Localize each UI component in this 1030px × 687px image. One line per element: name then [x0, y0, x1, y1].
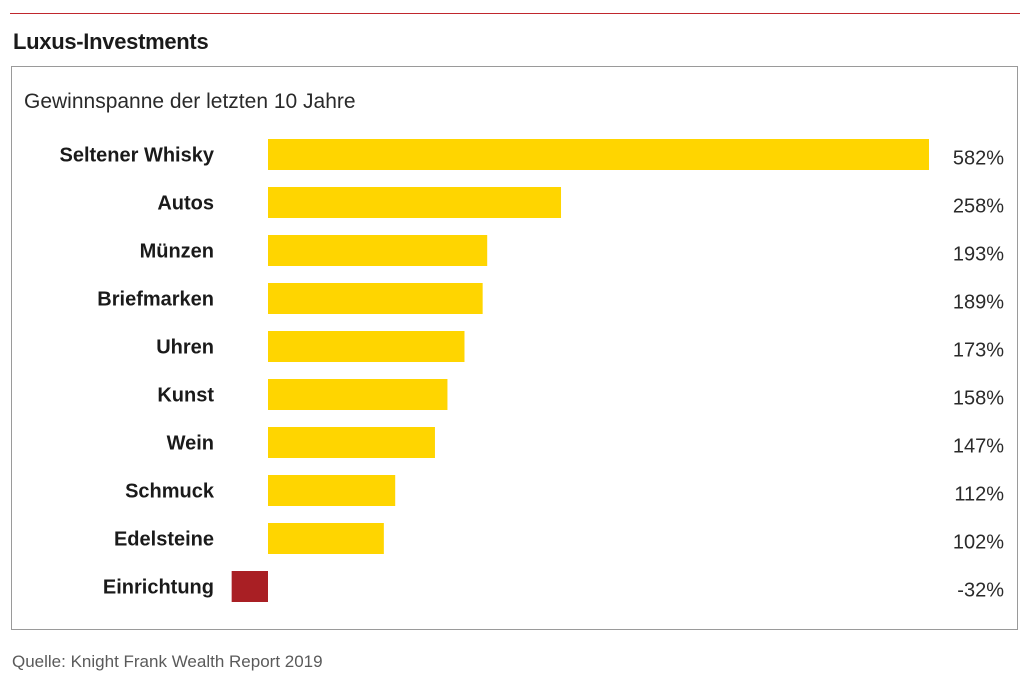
value-label: 147%	[953, 436, 1004, 458]
bar	[268, 235, 488, 266]
value-label: 582%	[953, 148, 1004, 170]
category-label: Kunst	[157, 385, 214, 407]
bar	[268, 331, 465, 362]
top-divider	[10, 13, 1020, 14]
chart-frame	[11, 66, 1018, 630]
source-note: Quelle: Knight Frank Wealth Report 2019	[12, 652, 323, 671]
category-label: Schmuck	[125, 481, 215, 503]
category-label: Uhren	[156, 337, 214, 359]
value-label: 173%	[953, 340, 1004, 362]
value-label: 158%	[953, 388, 1004, 410]
category-label: Seltener Whisky	[59, 145, 214, 167]
category-label: Edelsteine	[114, 529, 214, 551]
bar	[268, 379, 448, 410]
value-label: 112%	[954, 484, 1004, 506]
value-label: 193%	[953, 244, 1004, 266]
page-title: Luxus-Investments	[13, 29, 209, 54]
bar	[268, 475, 396, 506]
bar	[268, 139, 929, 170]
bar	[268, 283, 483, 314]
value-label: -32%	[957, 580, 1004, 602]
category-label: Einrichtung	[103, 577, 214, 599]
category-label: Münzen	[140, 241, 214, 263]
value-label: 189%	[953, 292, 1004, 314]
category-label: Briefmarken	[97, 289, 214, 311]
bar	[268, 427, 435, 458]
value-label: 102%	[953, 532, 1004, 554]
category-label: Autos	[157, 193, 214, 215]
value-label: 258%	[953, 196, 1004, 218]
bar	[268, 187, 562, 218]
category-label: Wein	[167, 433, 214, 455]
chart-title: Gewinnspanne der letzten 10 Jahre	[24, 90, 356, 113]
bar	[231, 571, 268, 602]
bar	[268, 523, 384, 554]
